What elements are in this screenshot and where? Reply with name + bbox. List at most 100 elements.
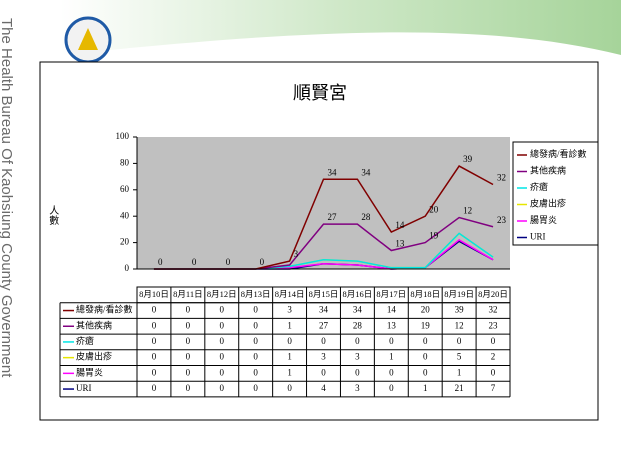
table-cell: 0 xyxy=(152,367,157,377)
y-tick-label: 20 xyxy=(120,237,130,247)
table-cell: 1 xyxy=(287,320,292,330)
table-cell: 23 xyxy=(489,320,499,330)
table-series-name: 疥瘡 xyxy=(76,335,94,346)
x-tick-label: 8月15日 xyxy=(309,289,339,299)
table-cell: 0 xyxy=(355,367,360,377)
table-cell: 0 xyxy=(389,383,394,393)
table-cell: 0 xyxy=(355,336,360,346)
table-cell: 0 xyxy=(423,367,428,377)
table-cell: 0 xyxy=(253,336,258,346)
table-cell: 3 xyxy=(287,305,292,315)
x-tick-label: 8月14日 xyxy=(275,289,305,299)
x-tick-label: 8月13日 xyxy=(241,289,271,299)
y-tick-label: 100 xyxy=(116,131,130,141)
table-cell: 28 xyxy=(353,320,363,330)
legend-box xyxy=(512,141,599,246)
table-cell: 12 xyxy=(455,320,464,330)
table-cell: 1 xyxy=(457,367,462,377)
table-cell: 0 xyxy=(253,383,258,393)
y-axis-label: 人數 xyxy=(47,205,59,226)
legend-label: URI xyxy=(530,232,546,242)
table-cell: 0 xyxy=(321,336,326,346)
table-cell: 4 xyxy=(321,383,326,393)
table-cell: 0 xyxy=(253,320,258,330)
data-label: 19 xyxy=(429,231,439,241)
table-series-name: 皮膚出疹 xyxy=(76,351,112,362)
table-cell: 0 xyxy=(152,352,157,362)
table-cell: 0 xyxy=(457,336,462,346)
x-tick-label: 8月16日 xyxy=(343,289,373,299)
table-cell: 20 xyxy=(421,305,431,315)
table-cell: 0 xyxy=(186,305,191,315)
data-label: 0 xyxy=(192,257,197,267)
data-label: 32 xyxy=(497,173,506,183)
data-label: 13 xyxy=(395,239,405,249)
table-cell: 34 xyxy=(319,305,329,315)
y-tick-label: 80 xyxy=(120,157,130,167)
data-label: 28 xyxy=(361,212,371,222)
table-cell: 21 xyxy=(455,383,464,393)
table-cell: 0 xyxy=(491,367,496,377)
table-cell: 0 xyxy=(220,383,225,393)
table-cell: 34 xyxy=(353,305,363,315)
table-cell: 0 xyxy=(220,352,225,362)
logo-mark xyxy=(78,28,98,50)
data-label: 0 xyxy=(158,257,163,267)
table-cell: 1 xyxy=(287,352,292,362)
table-cell: 0 xyxy=(186,352,191,362)
table-cell: 0 xyxy=(491,336,496,346)
x-tick-label: 8月12日 xyxy=(207,289,237,299)
table-cell: 0 xyxy=(152,320,157,330)
data-label: 34 xyxy=(361,167,371,177)
table-series-name: 腸胃炎 xyxy=(76,367,103,377)
table-cell: 0 xyxy=(287,336,292,346)
table-cell: 0 xyxy=(186,320,191,330)
y-tick-label: 0 xyxy=(125,263,130,273)
table-cell: 0 xyxy=(253,367,258,377)
data-label: 20 xyxy=(429,204,439,214)
table-cell: 0 xyxy=(389,336,394,346)
data-label: 3 xyxy=(294,249,299,259)
x-tick-label: 8月18日 xyxy=(410,289,440,299)
table-cell: 7 xyxy=(491,383,496,393)
table-cell: 32 xyxy=(489,305,498,315)
x-tick-label: 8月19日 xyxy=(444,289,474,299)
x-tick-label: 8月10日 xyxy=(139,289,169,299)
table-cell: 19 xyxy=(421,320,431,330)
table-cell: 1 xyxy=(287,367,292,377)
header-swoosh xyxy=(60,0,621,55)
table-cell: 0 xyxy=(253,352,258,362)
table-cell: 0 xyxy=(220,305,225,315)
table-cell: 0 xyxy=(186,383,191,393)
table-cell: 0 xyxy=(152,336,157,346)
x-tick-label: 8月11日 xyxy=(173,289,202,299)
legend-label: 皮膚出疹 xyxy=(530,198,566,209)
chart-title: 順賢宮 xyxy=(293,83,347,103)
data-label: 34 xyxy=(328,167,338,177)
table-cell: 0 xyxy=(220,367,225,377)
table-cell: 2 xyxy=(491,352,496,362)
table-cell: 0 xyxy=(389,367,394,377)
table-cell: 3 xyxy=(355,383,360,393)
data-label: 39 xyxy=(463,154,473,164)
table-cell: 1 xyxy=(389,352,394,362)
legend-label: 疥瘡 xyxy=(530,181,548,192)
table-cell: 0 xyxy=(186,367,191,377)
table-cell: 3 xyxy=(321,352,326,362)
table-cell: 13 xyxy=(387,320,397,330)
table-cell: 0 xyxy=(152,305,157,315)
plot-area xyxy=(137,137,510,269)
data-label: 27 xyxy=(328,212,338,222)
table-cell: 14 xyxy=(387,305,397,315)
table-cell: 0 xyxy=(423,336,428,346)
table-cell: 5 xyxy=(457,352,462,362)
data-label: 0 xyxy=(226,257,231,267)
table-cell: 0 xyxy=(220,320,225,330)
table-cell: 0 xyxy=(152,383,157,393)
table-cell: 0 xyxy=(423,352,428,362)
legend-label: 其他疾病 xyxy=(530,165,566,176)
table-cell: 27 xyxy=(319,320,329,330)
table-cell: 0 xyxy=(253,305,258,315)
data-label: 23 xyxy=(497,215,507,225)
